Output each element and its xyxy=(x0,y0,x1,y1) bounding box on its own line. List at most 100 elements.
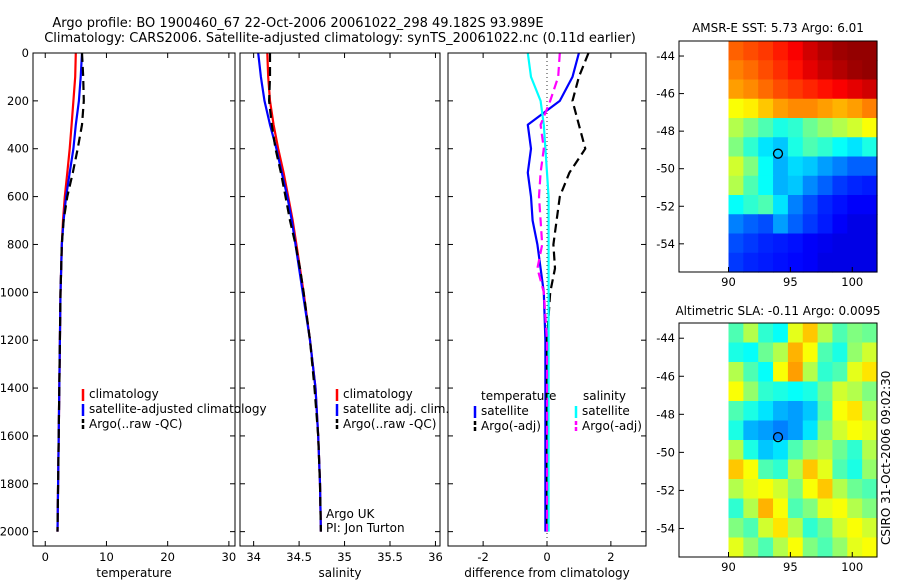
heatmap-cell xyxy=(862,214,878,235)
y-tick-label: 0 xyxy=(22,46,29,60)
heatmap-cell xyxy=(773,459,789,480)
heatmap-cell xyxy=(802,118,819,138)
heatmap-cell xyxy=(832,401,848,422)
x-tick-label: 95 xyxy=(783,275,798,289)
heatmap-cell xyxy=(758,362,774,383)
heatmap-cell xyxy=(728,401,744,422)
heatmap-cell xyxy=(832,79,848,100)
heatmap-cell xyxy=(862,137,878,158)
legend-entry: Argo(-adj) xyxy=(481,419,541,433)
heatmap-cell xyxy=(728,537,744,558)
series-line-2 xyxy=(56,52,85,532)
heatmap-cell xyxy=(758,459,774,480)
heatmap-cell xyxy=(847,420,863,441)
heatmap-cell xyxy=(728,118,744,138)
heatmap-cell xyxy=(743,195,759,215)
heatmap-cell xyxy=(728,518,744,539)
heatmap-cell xyxy=(862,537,878,558)
heatmap-cell xyxy=(847,98,863,119)
series-line-2 xyxy=(268,53,322,532)
heatmap-cell xyxy=(787,401,804,422)
heatmap-cell xyxy=(847,252,863,273)
heatmap-cell xyxy=(773,440,789,461)
heatmap-cell xyxy=(862,459,878,480)
heatmap-cell xyxy=(832,137,848,158)
argo-float-location-marker xyxy=(772,431,784,443)
axes-frame xyxy=(32,52,236,547)
heatmap-cell xyxy=(862,518,878,539)
heatmap-cell xyxy=(728,79,744,100)
heatmap-cell xyxy=(847,156,863,177)
y-tick-label: -46 xyxy=(656,369,675,383)
legend-entry: climatology xyxy=(343,387,413,401)
series-line-1 xyxy=(257,52,322,532)
heatmap-cell xyxy=(847,518,863,539)
heatmap-cell xyxy=(787,214,804,235)
heatmap-cell xyxy=(832,498,848,519)
x-tick-label: 0 xyxy=(42,550,49,564)
y-tick-label: 1800 xyxy=(0,477,29,491)
heatmap-cell xyxy=(728,41,744,61)
heatmap-cell xyxy=(847,79,863,100)
heatmap-cell xyxy=(758,118,774,138)
heatmap-cell xyxy=(787,381,804,402)
heatmap-cell xyxy=(773,214,789,235)
y-tick-label: -46 xyxy=(656,87,675,101)
x-tick-label: 36 xyxy=(428,550,443,564)
heatmap-cell xyxy=(817,156,834,177)
heatmap-cell xyxy=(817,175,834,196)
heatmap-cell xyxy=(817,537,834,558)
heatmap-cell xyxy=(832,252,848,273)
heatmap-cell xyxy=(787,137,804,158)
heatmap-cell xyxy=(847,137,863,158)
y-tick-label: -52 xyxy=(656,483,675,497)
x-tick-label: 95 xyxy=(783,560,798,574)
heatmap-cell xyxy=(847,214,863,235)
x-tick-label: 35 xyxy=(337,550,352,564)
series-line-1 xyxy=(545,52,590,532)
heatmap-cell xyxy=(773,420,789,441)
heatmap-cell xyxy=(787,518,804,539)
series-line-0 xyxy=(266,52,322,532)
heatmap-cell xyxy=(758,537,774,558)
heatmap-cell xyxy=(728,498,744,519)
heatmap-cell xyxy=(862,342,878,363)
heatmap-cell xyxy=(728,362,744,383)
heatmap-cell xyxy=(862,156,878,177)
heatmap-cell xyxy=(773,118,789,138)
heatmap-cell xyxy=(758,401,774,422)
heatmap-cell xyxy=(728,195,744,215)
legend-entry: climatology xyxy=(89,387,159,401)
heatmap-cell xyxy=(787,252,804,273)
y-tick-label: -54 xyxy=(656,237,675,251)
heatmap-cell xyxy=(847,381,863,402)
heatmap-cell xyxy=(862,79,878,100)
heatmap-cell xyxy=(743,420,759,441)
y-tick-label: -54 xyxy=(656,521,675,535)
heatmap-cell xyxy=(862,252,878,273)
heatmap-cell xyxy=(728,60,744,81)
heatmap-cell xyxy=(847,479,863,500)
heatmap-cell xyxy=(773,233,789,254)
heatmap-cell xyxy=(817,401,834,422)
heatmap-cell xyxy=(802,342,819,363)
x-tick-label: 35.5 xyxy=(377,550,403,564)
heatmap-cell xyxy=(743,401,759,422)
heatmap-cell xyxy=(773,362,789,383)
heatmap-cell xyxy=(847,440,863,461)
heatmap-cell xyxy=(862,175,878,196)
heatmap-cell xyxy=(773,98,789,119)
heatmap-cell xyxy=(802,79,819,100)
legend-entry: satellite adj. clim. xyxy=(343,402,449,416)
heatmap-cell xyxy=(802,459,819,480)
map-panel-1: 90 95 100 -44 -46 -48 -50 -52 -54 Altimetric SLA:… xyxy=(656,304,880,574)
heatmap-cell xyxy=(743,175,759,196)
heatmap-cell xyxy=(773,137,789,158)
heatmap-cell xyxy=(728,137,744,158)
map-frame xyxy=(678,40,878,273)
heatmap-cell xyxy=(832,175,848,196)
heatmap-cell xyxy=(817,518,834,539)
heatmap-cell xyxy=(758,252,774,273)
map-frame xyxy=(678,322,878,558)
